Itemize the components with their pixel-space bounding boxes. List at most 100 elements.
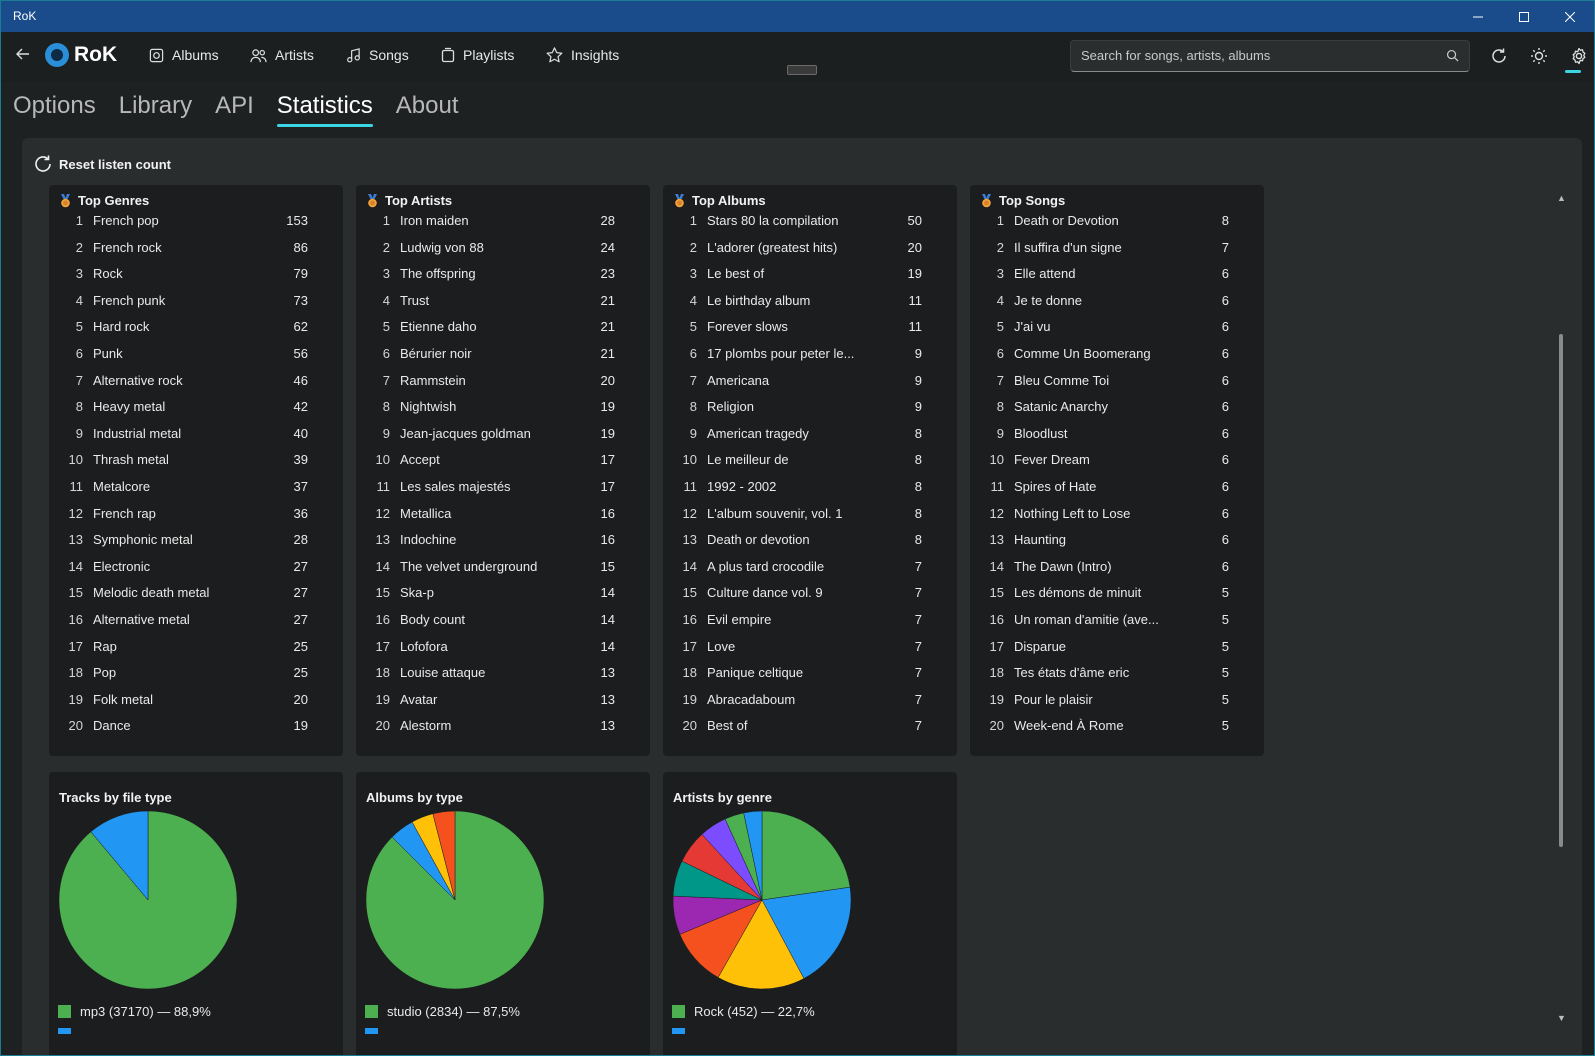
reset-listen-count-button[interactable]: Reset listen count (33, 154, 171, 174)
list-item[interactable]: 13 Death or devotion 8 (663, 532, 957, 559)
list-item[interactable]: 17 Lofofora 14 (356, 639, 650, 666)
search-box[interactable] (1070, 40, 1470, 72)
list-item[interactable]: 13 Indochine 16 (356, 532, 650, 559)
pie-slice[interactable] (761, 810, 851, 901)
list-item[interactable]: 9 Bloodlust 6 (970, 426, 1264, 453)
list-item[interactable]: 14 Electronic 27 (49, 559, 343, 586)
list-item[interactable]: 1 French pop 153 (49, 213, 343, 240)
maximize-button[interactable] (1501, 1, 1547, 32)
list-item[interactable]: 7 Americana 9 (663, 373, 957, 400)
list-item[interactable]: 9 Industrial metal 40 (49, 426, 343, 453)
list-item[interactable]: 6 Comme Un Boomerang 6 (970, 346, 1264, 373)
nav-insights[interactable]: Insights (546, 47, 619, 63)
list-item[interactable]: 8 Nightwish 19 (356, 399, 650, 426)
list-item[interactable]: 2 French rock 86 (49, 240, 343, 267)
list-item[interactable]: 17 Disparue 5 (970, 639, 1264, 666)
tab-about[interactable]: About (395, 92, 459, 119)
list-item[interactable]: 4 Je te donne 6 (970, 293, 1264, 320)
back-button[interactable] (15, 46, 35, 66)
list-item[interactable]: 14 The velvet underground 15 (356, 559, 650, 586)
tab-library[interactable]: Library (118, 92, 193, 119)
tab-options[interactable]: Options (13, 92, 96, 119)
theme-toggle-button[interactable] (1527, 44, 1551, 68)
list-item[interactable]: 13 Symphonic metal 28 (49, 532, 343, 559)
list-item[interactable]: 3 Le best of 19 (663, 266, 957, 293)
refresh-button[interactable] (1487, 44, 1511, 68)
list-item[interactable]: 8 Satanic Anarchy 6 (970, 399, 1264, 426)
list-item[interactable]: 19 Abracadaboum 7 (663, 692, 957, 719)
list-item[interactable]: 7 Alternative rock 46 (49, 373, 343, 400)
list-item[interactable]: 13 Haunting 6 (970, 532, 1264, 559)
list-item[interactable]: 15 Melodic death metal 27 (49, 585, 343, 612)
scroll-up-arrow[interactable]: ▲ (1557, 193, 1566, 203)
list-item[interactable]: 20 Week-end À Rome 5 (970, 718, 1264, 745)
list-item[interactable]: 5 J'ai vu 6 (970, 319, 1264, 346)
list-item[interactable]: 5 Hard rock 62 (49, 319, 343, 346)
nav-songs[interactable]: Songs (346, 47, 409, 63)
tab-statistics[interactable]: Statistics (276, 91, 373, 127)
list-item[interactable]: 3 The offspring 23 (356, 266, 650, 293)
list-item[interactable]: 6 Punk 56 (49, 346, 343, 373)
list-item[interactable]: 20 Alestorm 13 (356, 718, 650, 745)
list-item[interactable]: 18 Louise attaque 13 (356, 665, 650, 692)
minimize-button[interactable] (1455, 1, 1501, 32)
list-item[interactable]: 10 Thrash metal 39 (49, 452, 343, 479)
pie-slice[interactable] (432, 810, 456, 901)
list-item[interactable]: 14 A plus tard crocodile 7 (663, 559, 957, 586)
list-item[interactable]: 18 Panique celtique 7 (663, 665, 957, 692)
list-item[interactable]: 12 Nothing Left to Lose 6 (970, 506, 1264, 533)
list-item[interactable]: 12 L'album souvenir, vol. 1 8 (663, 506, 957, 533)
scroll-down-arrow[interactable]: ▼ (1557, 1013, 1566, 1023)
close-button[interactable] (1547, 1, 1593, 32)
list-item[interactable]: 19 Avatar 13 (356, 692, 650, 719)
list-item[interactable]: 15 Ska-p 14 (356, 585, 650, 612)
list-item[interactable]: 19 Pour le plaisir 5 (970, 692, 1264, 719)
list-item[interactable]: 16 Alternative metal 27 (49, 612, 343, 639)
list-item[interactable]: 18 Pop 25 (49, 665, 343, 692)
pie-slice[interactable] (717, 899, 805, 990)
scrollbar-thumb[interactable] (1559, 334, 1563, 847)
list-item[interactable]: 3 Rock 79 (49, 266, 343, 293)
pie-slice[interactable] (743, 810, 763, 901)
list-item[interactable]: 7 Bleu Comme Toi 6 (970, 373, 1264, 400)
list-item[interactable]: 12 Metallica 16 (356, 506, 650, 533)
list-item[interactable]: 4 French punk 73 (49, 293, 343, 320)
list-item[interactable]: 3 Elle attend 6 (970, 266, 1264, 293)
search-icon[interactable] (1446, 49, 1459, 62)
list-item[interactable]: 15 Culture dance vol. 9 7 (663, 585, 957, 612)
pie-slice[interactable] (761, 886, 852, 979)
list-item[interactable]: 5 Forever slows 11 (663, 319, 957, 346)
list-item[interactable]: 19 Folk metal 20 (49, 692, 343, 719)
list-item[interactable]: 11 Les sales majestés 17 (356, 479, 650, 506)
nav-albums[interactable]: Albums (149, 47, 219, 63)
list-item[interactable]: 16 Body count 14 (356, 612, 650, 639)
list-item[interactable]: 1 Death or Devotion 8 (970, 213, 1264, 240)
list-item[interactable]: 5 Etienne daho 21 (356, 319, 650, 346)
list-item[interactable]: 11 Metalcore 37 (49, 479, 343, 506)
list-item[interactable]: 9 American tragedy 8 (663, 426, 957, 453)
list-item[interactable]: 6 Bérurier noir 21 (356, 346, 650, 373)
pie-slice[interactable] (90, 810, 149, 901)
list-item[interactable]: 6 17 plombs pour peter le... 9 (663, 346, 957, 373)
list-item[interactable]: 1 Stars 80 la compilation 50 (663, 213, 957, 240)
list-item[interactable]: 18 Tes états d'âme eric 5 (970, 665, 1264, 692)
list-item[interactable]: 17 Love 7 (663, 639, 957, 666)
search-input[interactable] (1081, 48, 1431, 63)
list-item[interactable]: 8 Religion 9 (663, 399, 957, 426)
settings-button[interactable] (1567, 44, 1591, 68)
app-logo[interactable]: RoK (45, 43, 117, 67)
list-item[interactable]: 10 Accept 17 (356, 452, 650, 479)
list-item[interactable]: 1 Iron maiden 28 (356, 213, 650, 240)
list-item[interactable]: 17 Rap 25 (49, 639, 343, 666)
list-item[interactable]: 4 Le birthday album 11 (663, 293, 957, 320)
list-item[interactable]: 16 Un roman d'amitie (ave... 5 (970, 612, 1264, 639)
list-item[interactable]: 10 Le meilleur de 8 (663, 452, 957, 479)
list-item[interactable]: 12 French rap 36 (49, 506, 343, 533)
nav-playlists[interactable]: Playlists (441, 47, 514, 63)
list-item[interactable]: 20 Best of 7 (663, 718, 957, 745)
list-item[interactable]: 2 Ludwig von 88 24 (356, 240, 650, 267)
list-item[interactable]: 11 1992 - 2002 8 (663, 479, 957, 506)
list-item[interactable]: 8 Heavy metal 42 (49, 399, 343, 426)
list-item[interactable]: 14 The Dawn (Intro) 6 (970, 559, 1264, 586)
list-item[interactable]: 15 Les démons de minuit 5 (970, 585, 1264, 612)
